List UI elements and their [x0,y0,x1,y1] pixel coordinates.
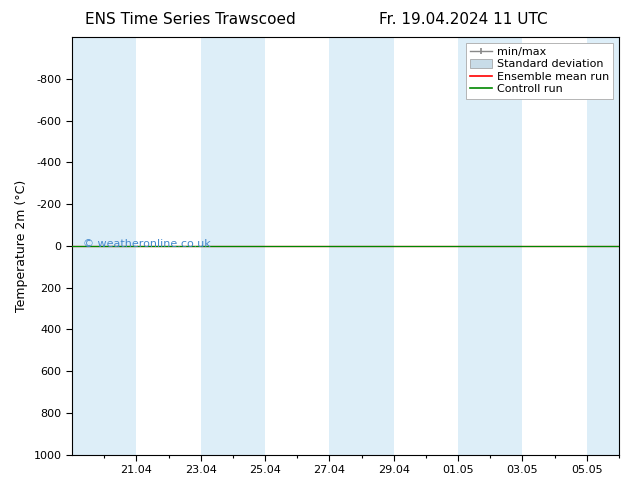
Bar [458,37,522,455]
Bar [72,37,136,455]
Y-axis label: Temperature 2m (°C): Temperature 2m (°C) [15,180,28,312]
Bar [330,37,394,455]
Text: Fr. 19.04.2024 11 UTC: Fr. 19.04.2024 11 UTC [378,12,547,27]
Bar [587,37,619,455]
Bar [201,37,265,455]
Legend: min/max, Standard deviation, Ensemble mean run, Controll run: min/max, Standard deviation, Ensemble me… [465,43,614,98]
Text: ENS Time Series Trawscoed: ENS Time Series Trawscoed [85,12,295,27]
Text: © weatheronline.co.uk: © weatheronline.co.uk [83,239,210,249]
